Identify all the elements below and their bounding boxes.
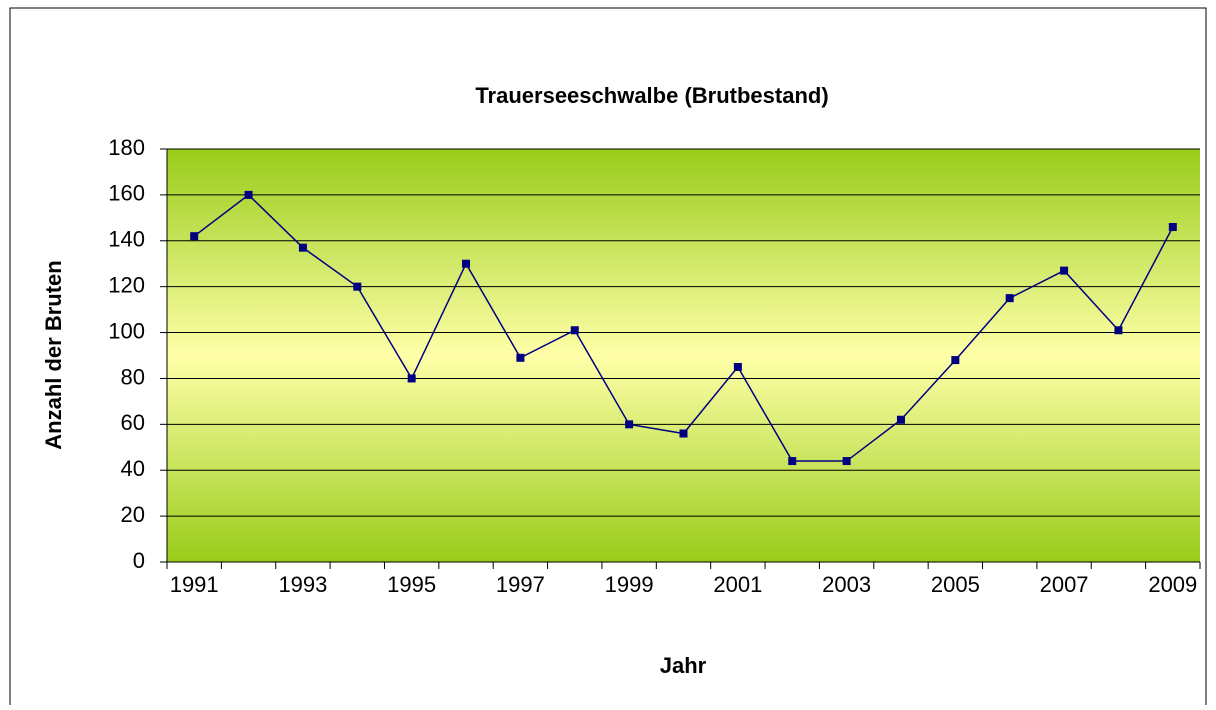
data-point [625, 420, 634, 429]
x-tick-label: 1997 [496, 572, 545, 597]
data-point [407, 374, 416, 383]
data-point [1060, 266, 1069, 275]
data-point [298, 243, 307, 252]
data-point [1168, 223, 1177, 232]
data-point [788, 457, 797, 466]
data-point [1114, 326, 1123, 335]
data-point [951, 356, 960, 365]
y-tick-label: 20 [121, 502, 145, 527]
y-tick-label: 0 [133, 548, 145, 573]
y-tick-label: 180 [108, 135, 145, 160]
y-tick-label: 80 [121, 364, 145, 389]
x-tick-label: 1999 [605, 572, 654, 597]
y-tick-label: 40 [121, 456, 145, 481]
y-axis-title: Anzahl der Bruten [41, 260, 66, 449]
plot-area [167, 149, 1200, 562]
y-tick-label: 140 [108, 227, 145, 252]
y-tick-label: 160 [108, 181, 145, 206]
x-tick-label: 2001 [713, 572, 762, 597]
x-tick-label: 1991 [170, 572, 219, 597]
data-point [842, 457, 851, 466]
data-point [570, 326, 579, 335]
x-tick-label: 2005 [931, 572, 980, 597]
data-point [244, 190, 253, 199]
x-tick-label: 2007 [1040, 572, 1089, 597]
x-axis-title: Jahr [660, 653, 707, 678]
x-tick-label: 1993 [278, 572, 327, 597]
y-tick-label: 60 [121, 410, 145, 435]
data-point [516, 353, 525, 362]
y-tick-label: 120 [108, 272, 145, 297]
data-point [1005, 294, 1014, 303]
data-point [462, 259, 471, 268]
x-tick-label: 2003 [822, 572, 871, 597]
y-tick-label: 100 [108, 318, 145, 343]
x-tick-label: 2009 [1148, 572, 1197, 597]
data-point [896, 415, 905, 424]
data-point [190, 232, 199, 241]
data-point [353, 282, 362, 291]
data-point [679, 429, 688, 438]
chart-title: Trauerseeschwalbe (Brutbestand) [475, 83, 828, 108]
data-point [733, 362, 742, 371]
x-tick-label: 1995 [387, 572, 436, 597]
chart-border [9, 7, 1207, 710]
